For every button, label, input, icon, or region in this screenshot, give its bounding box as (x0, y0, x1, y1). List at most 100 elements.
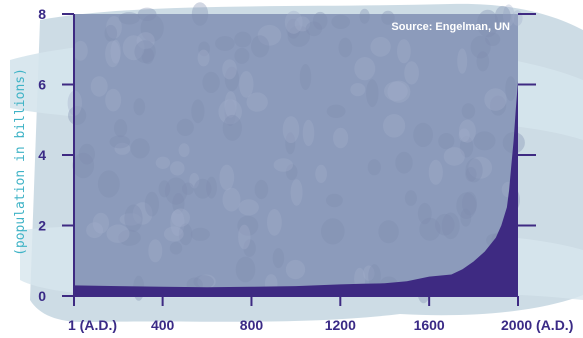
texture-blob (224, 91, 237, 118)
texture-blob (338, 37, 353, 58)
texture-blob (198, 41, 210, 57)
texture-blob (172, 193, 185, 214)
texture-blob (465, 158, 483, 183)
texture-blob (163, 226, 184, 242)
texture-blob (251, 35, 270, 58)
plot-background (74, 14, 518, 296)
texture-blob (119, 213, 142, 226)
texture-blob (490, 95, 507, 116)
texture-blob (170, 161, 185, 176)
texture-blob (485, 32, 501, 46)
texture-blob (287, 25, 310, 47)
texture-blob (133, 98, 146, 116)
source-note: Source: Engelman, UN (391, 21, 510, 33)
texture-blob (193, 275, 214, 289)
texture-blob (285, 132, 296, 155)
x-tick-label: 1200 (325, 317, 356, 333)
texture-blob (443, 147, 465, 166)
texture-blob (456, 192, 477, 219)
texture-blob (243, 239, 256, 257)
texture-blob (428, 159, 443, 185)
texture-blob (246, 92, 268, 112)
texture-blob (395, 151, 413, 174)
texture-blob (285, 164, 298, 181)
texture-blob (155, 156, 171, 169)
texture-blob (299, 64, 312, 90)
texture-blob (193, 178, 212, 199)
texture-blob (239, 71, 254, 98)
texture-blob (465, 167, 477, 182)
texture-blob (473, 131, 496, 151)
texture-blob (458, 119, 476, 143)
texture-blob (458, 128, 470, 142)
y-tick-label: 0 (38, 288, 46, 304)
texture-blob (484, 88, 507, 111)
x-axis-ticks: 1 (A.D.) 400 800 1200 1600 2000 (A.D.) (68, 296, 573, 333)
texture-blob (305, 21, 323, 37)
texture-blob (222, 114, 242, 141)
texture-blob (370, 36, 391, 57)
texture-blob (73, 40, 88, 61)
texture-blob (459, 135, 474, 158)
texture-blob (197, 49, 210, 67)
texture-blob (237, 215, 259, 236)
texture-blob (90, 76, 108, 97)
texture-blob (366, 79, 379, 108)
y-axis-label: (population in billions) (13, 68, 28, 256)
texture-blob (505, 76, 517, 101)
y-tick-label: 2 (38, 218, 46, 234)
x-tick-label: 1 (A.D.) (68, 317, 117, 333)
texture-blob (267, 209, 282, 236)
texture-blob (148, 239, 163, 263)
texture-blob (122, 35, 145, 61)
texture-blob (158, 180, 171, 198)
texture-blob (110, 39, 121, 64)
texture-blob (219, 164, 235, 191)
texture-blob (350, 83, 366, 97)
texture-blob (494, 5, 511, 27)
texture-blob (286, 18, 301, 39)
texture-blob (140, 14, 164, 42)
texture-blob (294, 16, 311, 32)
texture-blob (468, 156, 493, 179)
texture-blob (176, 118, 194, 136)
texture-blob (363, 265, 375, 281)
texture-blob (178, 223, 193, 246)
texture-blob (206, 176, 217, 199)
texture-blob (273, 158, 293, 172)
texture-blob (118, 12, 140, 25)
texture-blob (197, 274, 216, 289)
population-area (74, 81, 518, 296)
x-tick-label: 400 (151, 317, 175, 333)
texture-blob (381, 10, 395, 25)
texture-blob (224, 66, 239, 92)
texture-blob (331, 14, 351, 29)
texture-blob (254, 179, 269, 200)
texture-blob (326, 104, 346, 119)
texture-blob (257, 24, 282, 46)
texture-blob (109, 135, 131, 149)
texture-blob (462, 191, 477, 216)
texture-blob (104, 24, 118, 42)
texture-blob (144, 191, 159, 217)
texture-blob (105, 40, 121, 68)
texture-blob (134, 40, 156, 64)
texture-blob (132, 202, 153, 225)
texture-blob (470, 35, 491, 59)
texture-blob (136, 32, 155, 50)
texture-blob (315, 164, 327, 183)
texture-blob (114, 119, 128, 138)
texture-blob (284, 10, 303, 34)
texture-blob (503, 4, 515, 27)
texture-blob (222, 59, 237, 80)
texture-blob (378, 220, 399, 244)
texture-blob (476, 9, 499, 38)
texture-blob (435, 213, 455, 236)
texture-blob (235, 256, 256, 283)
texture-blob (222, 187, 241, 212)
texture-blob (384, 81, 408, 101)
texture-blob (234, 47, 250, 64)
texture-blob (321, 218, 345, 245)
texture-blob (441, 212, 460, 240)
texture-blob (383, 114, 406, 138)
